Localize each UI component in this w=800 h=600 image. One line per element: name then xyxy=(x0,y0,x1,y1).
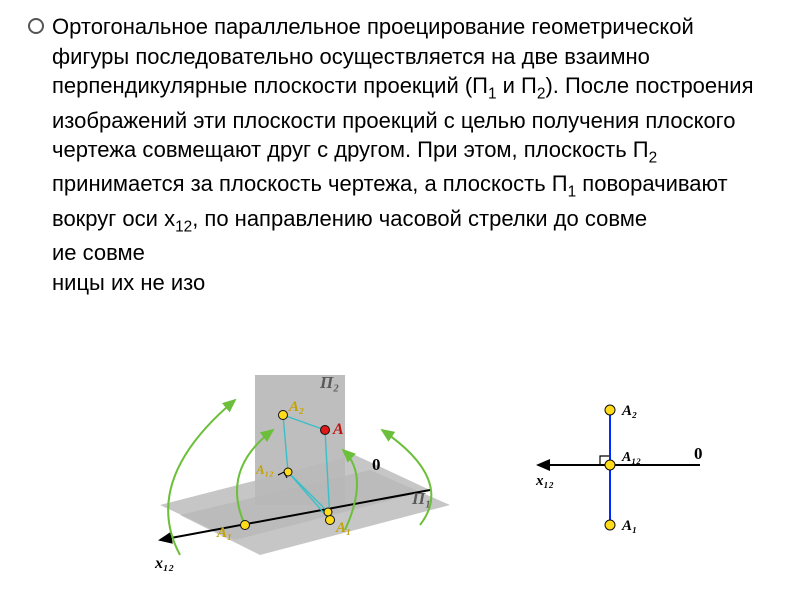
sub-4: 12 xyxy=(175,218,192,235)
text-part-1: и П xyxy=(497,73,537,98)
svg-text:x₁₂: x₁₂ xyxy=(535,473,554,489)
text-part-6: ие совме xyxy=(52,240,145,265)
slide: Ортогональное параллельное проецирование… xyxy=(0,0,800,600)
text-part-5: , по направлению часовой стрелки до совм… xyxy=(192,206,647,231)
text-part-7: ницы их не изо xyxy=(52,270,205,295)
svg-text:A₂: A₂ xyxy=(621,403,637,419)
svg-text:A₁: A₁ xyxy=(621,518,637,534)
bullet-marker xyxy=(28,18,44,34)
sub-3: 1 xyxy=(568,184,577,201)
svg-text:A₁₂: A₁₂ xyxy=(255,462,274,477)
svg-text:A₂: A₂ xyxy=(288,399,304,415)
svg-text:П₁: П₁ xyxy=(411,489,431,508)
svg-text:0: 0 xyxy=(694,444,703,463)
sub-0: 1 xyxy=(488,86,497,103)
sub-2: 2 xyxy=(649,150,658,167)
svg-text:A₁₂: A₁₂ xyxy=(621,450,641,465)
svg-text:П₂: П₂ xyxy=(319,373,339,392)
slide-body-text: Ортогональное параллельное проецирование… xyxy=(52,12,762,297)
svg-text:x₁₂: x₁₂ xyxy=(154,555,174,572)
diagram-2d: A₂ A₁₂ A₁ x₁₂ 0 xyxy=(490,370,730,570)
svg-text:0: 0 xyxy=(372,455,381,474)
svg-text:A: A xyxy=(332,421,344,438)
diagram-3d: 0 П₂ П₁ A₂ A A₁₂ A₁ A₁ x₁₂ xyxy=(120,360,460,580)
figures-area: 0 П₂ П₁ A₂ A A₁₂ A₁ A₁ x₁₂ A₂ A₁₂ A₁ x₁₂ 0 xyxy=(120,370,760,590)
svg-text:A₁: A₁ xyxy=(216,525,232,541)
svg-text:A₁: A₁ xyxy=(335,520,351,536)
